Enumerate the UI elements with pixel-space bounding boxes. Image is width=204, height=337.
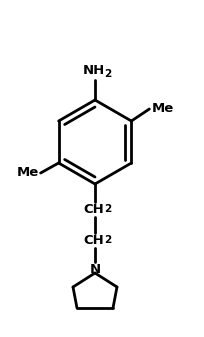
Text: NH: NH xyxy=(82,64,105,77)
Text: Me: Me xyxy=(16,166,38,180)
Text: N: N xyxy=(89,263,100,276)
Text: 2: 2 xyxy=(103,204,111,214)
Text: CH: CH xyxy=(83,203,104,216)
Text: 2: 2 xyxy=(103,69,111,79)
Text: 2: 2 xyxy=(103,235,111,245)
Text: Me: Me xyxy=(151,102,173,116)
Text: CH: CH xyxy=(83,234,104,247)
